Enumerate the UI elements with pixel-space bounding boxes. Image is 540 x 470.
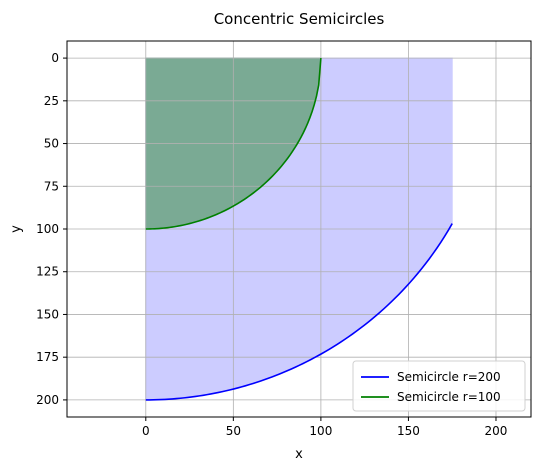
y-axis-label: y xyxy=(9,225,24,233)
chart-title: Concentric Semicircles xyxy=(214,10,385,28)
axis-ticks: 0 50 100 150 200 0 25 50 75 100 125 150 175 200 xyxy=(36,51,507,438)
legend-box xyxy=(352,360,526,412)
y-tick-label: 0 xyxy=(51,51,59,65)
legend: Semicircle r=200 Semicircle r=100 xyxy=(352,360,526,412)
x-tick-label: 200 xyxy=(485,424,508,438)
legend-label-1: Semicircle r=100 xyxy=(397,390,501,404)
x-tick-label: 0 xyxy=(142,424,150,438)
y-tick-label: 75 xyxy=(44,179,59,193)
y-tick-label: 50 xyxy=(44,137,59,151)
x-tick-label: 100 xyxy=(309,424,332,438)
x-tick-label: 50 xyxy=(226,424,241,438)
y-tick-label: 150 xyxy=(36,307,59,321)
y-tick-label: 25 xyxy=(44,94,59,108)
grid-lines xyxy=(67,41,531,417)
y-tick-label: 125 xyxy=(36,265,59,279)
y-tick-label: 175 xyxy=(36,350,59,364)
x-tick-label: 150 xyxy=(397,424,420,438)
x-axis-label: x xyxy=(295,447,303,462)
y-tick-label: 200 xyxy=(36,393,59,407)
series-line-0 xyxy=(145,223,453,401)
legend-label-0: Semicircle r=200 xyxy=(397,370,501,384)
y-tick-label: 100 xyxy=(36,222,59,236)
series-line-1 xyxy=(145,58,322,230)
series-lines xyxy=(145,58,453,401)
